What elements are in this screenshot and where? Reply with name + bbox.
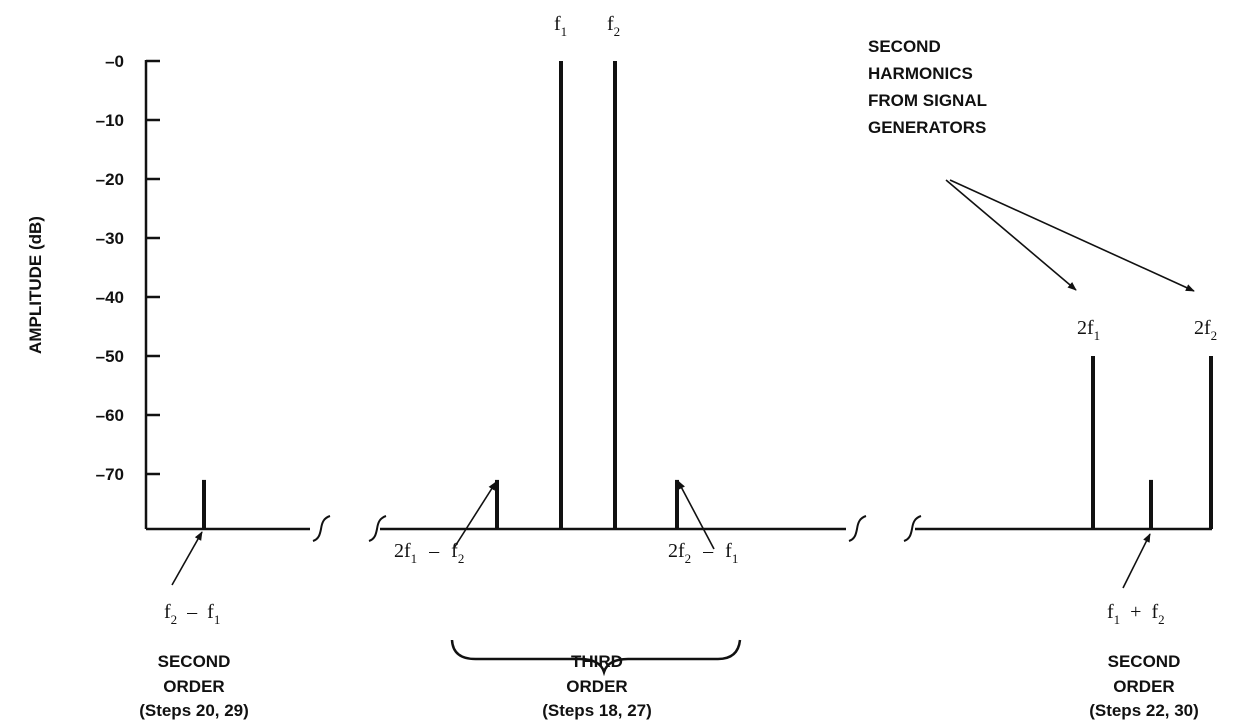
group-left-line1: SECOND <box>158 652 231 671</box>
axis-break-mark <box>368 515 387 542</box>
axis-break-mark <box>312 515 331 542</box>
label-2f2-minus-f1: 2f2– f1 <box>668 540 738 566</box>
label-2f1: 2f1 <box>1077 317 1100 343</box>
arrow-to-2f1 <box>945 179 1077 291</box>
y-tick-label: –60 <box>96 406 124 425</box>
group-left-line3: (Steps 20, 29) <box>139 701 249 720</box>
y-axis-title: AMPLITUDE (dB) <box>26 216 45 354</box>
group-right-line1: SECOND <box>1108 652 1181 671</box>
annotation-line: HARMONICS <box>868 64 973 83</box>
second-harmonics-annotation: SECOND HARMONICS FROM SIGNAL GENERATORS <box>868 37 987 137</box>
group-right-line3: (Steps 22, 30) <box>1089 701 1199 720</box>
label-f1: f1 <box>554 13 567 39</box>
annotation-line: SECOND <box>868 37 941 56</box>
spectral-lines <box>202 61 1213 529</box>
annotation-line: GENERATORS <box>868 118 986 137</box>
y-axis-ticks: –0 –10 –20 –30 –40 –50 –60 –70 <box>96 52 160 484</box>
y-tick-label: –70 <box>96 465 124 484</box>
third-order-brace <box>450 639 742 677</box>
arrow-to-f1-plus-f2 <box>1122 533 1151 589</box>
axis-break-mark <box>903 515 922 542</box>
arrow-to-f2-minus-f1 <box>171 531 203 586</box>
y-tick-label: –20 <box>96 170 124 189</box>
label-2f1-minus-f2: 2f1– f2 <box>394 540 464 566</box>
y-tick-label: –50 <box>96 347 124 366</box>
y-tick-label: –40 <box>96 288 124 307</box>
annotation-line: FROM SIGNAL <box>868 91 987 110</box>
y-tick-label: –30 <box>96 229 124 248</box>
arrow-to-2f2-minus-f1 <box>677 480 715 550</box>
group-center-line2: ORDER <box>566 677 627 696</box>
label-f2: f2 <box>607 13 620 39</box>
group-right-caption: SECOND ORDER (Steps 22, 30) <box>1089 652 1199 720</box>
group-right-line2: ORDER <box>1113 677 1174 696</box>
arrow-to-2f2 <box>949 179 1195 292</box>
axis-break-mark <box>848 515 867 542</box>
group-left-caption: SECOND ORDER (Steps 20, 29) <box>139 652 249 720</box>
group-center-line1: THIRD <box>571 652 623 671</box>
y-tick-label: –10 <box>96 111 124 130</box>
label-2f2: 2f2 <box>1194 317 1217 343</box>
group-left-line2: ORDER <box>163 677 224 696</box>
group-center-line3: (Steps 18, 27) <box>542 701 652 720</box>
y-tick-label: –0 <box>105 52 124 71</box>
label-f2-minus-f1: f2– f1 <box>164 601 220 627</box>
group-center-caption: THIRD ORDER (Steps 18, 27) <box>542 652 652 720</box>
arrow-to-2f1-minus-f2 <box>453 481 497 549</box>
label-f1-plus-f2: f1 + f2 <box>1107 601 1165 627</box>
